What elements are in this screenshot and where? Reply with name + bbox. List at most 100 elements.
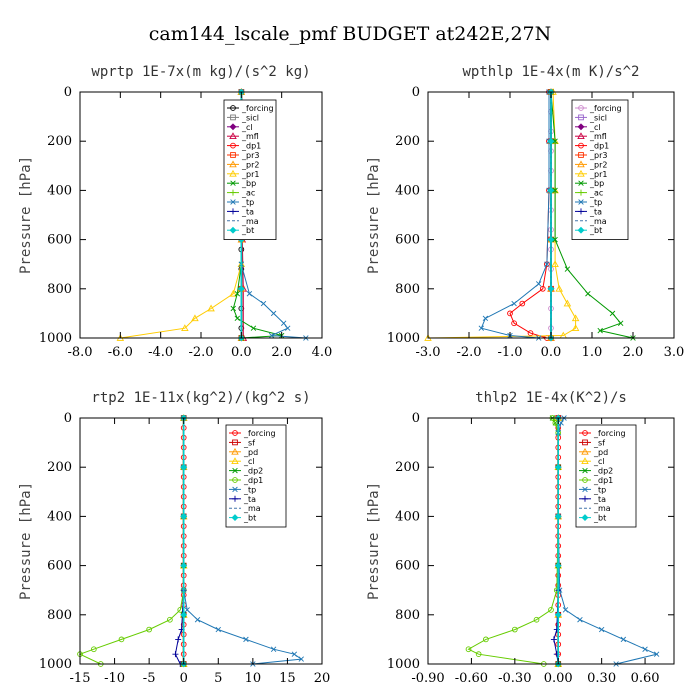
series-line <box>427 91 577 339</box>
legend-3-marker-0 <box>231 457 239 465</box>
legend-label: _ac <box>589 189 603 198</box>
legend-label: _bp <box>241 179 256 188</box>
legend-label: _pr1 <box>241 170 259 179</box>
series-7-marker-5 <box>563 299 572 307</box>
series-6-marker-9 <box>642 646 648 652</box>
legend-label: _ma <box>243 504 261 513</box>
legend-10-marker-0 <box>578 199 584 205</box>
legend-label: _ma <box>241 217 259 226</box>
series-13-marker-3 <box>547 236 555 244</box>
series-4-marker-5 <box>519 300 526 307</box>
series-8-marker-4 <box>564 266 571 272</box>
legend-label: _pr3 <box>589 151 607 160</box>
legend-label: _bt <box>241 226 254 235</box>
series-5-marker-6 <box>146 626 152 633</box>
y-tick-label: 600 <box>47 233 72 248</box>
series-13-marker-4 <box>547 285 555 293</box>
legend-9-marker-0 <box>581 514 589 522</box>
legend-label: _cl <box>241 123 253 132</box>
series-9-marker-1 <box>180 463 188 471</box>
legend-9-marker-0 <box>230 189 236 196</box>
series-9-marker-2 <box>554 512 562 520</box>
series-7-marker-3 <box>551 260 559 268</box>
legend-label: _ac <box>241 189 255 198</box>
series-line <box>480 92 550 339</box>
legend-5-marker-0 <box>230 152 236 158</box>
chart-panel-3: rtp2 1E-11x(kg^2)/(kg^2 s) Pressure [hPa]… <box>18 390 330 686</box>
legend-label: _tp <box>593 485 606 494</box>
series-4-marker-8 <box>527 330 534 336</box>
y-tick-label: 0 <box>64 85 72 100</box>
y-tick-label: 1000 <box>39 657 72 672</box>
series-5-marker-10 <box>475 651 482 658</box>
y-tick-label: 600 <box>395 559 420 574</box>
series-8-marker-6 <box>234 315 241 322</box>
legend-label: _dp2 <box>593 467 613 476</box>
y-tick-label: 400 <box>395 183 420 198</box>
legend: _forcing_sicl_cl_mfl_dp1_pr3_pr2_pr1_bp_… <box>571 99 629 241</box>
legend-1-marker-0 <box>578 114 584 121</box>
legend: _forcing_sf_pd_cl_dp2_dp1_tp_ta_ma_bt <box>225 424 287 528</box>
legend-label: _pr2 <box>589 160 607 169</box>
x-tick-label: 20 <box>314 671 331 686</box>
legend-2-marker-0 <box>577 123 585 131</box>
legend-6-marker-0 <box>229 160 237 168</box>
legend-7-marker-0 <box>232 495 238 502</box>
legend-label: _bt <box>243 514 256 523</box>
series-6-marker-1 <box>558 420 564 426</box>
y-tick-label: 800 <box>395 282 420 297</box>
y-tick-label: 400 <box>395 509 420 524</box>
legend-label: _pr1 <box>589 170 607 179</box>
legend-label: _pr2 <box>241 160 259 169</box>
legend-label: _pr3 <box>241 151 259 160</box>
series-6-marker-8 <box>620 636 627 643</box>
legend-9-marker-0 <box>231 514 239 522</box>
series-8-marker-6 <box>609 310 616 317</box>
series-5-marker-7 <box>118 636 125 643</box>
y-tick-label: 400 <box>47 183 72 198</box>
series-6-marker-5 <box>562 607 569 613</box>
legend-7-marker-0 <box>229 169 237 177</box>
legend-label: _ta <box>593 495 606 504</box>
y-tick-label: 200 <box>47 134 72 149</box>
legend-2-marker-0 <box>229 123 237 131</box>
y-tick-label: 0 <box>412 85 420 100</box>
legend-label: _ma <box>593 504 611 513</box>
legend-label: _bp <box>589 179 604 188</box>
series-8-marker-5 <box>585 291 591 297</box>
y-tick-label: 200 <box>395 134 420 149</box>
series-8-marker-7 <box>617 320 624 326</box>
series-6-marker-4 <box>184 607 190 613</box>
x-tick-label: 1.0 <box>582 345 603 360</box>
series-10-marker-6 <box>270 310 277 317</box>
series-7-marker-6 <box>172 651 179 658</box>
legend-label: _dp2 <box>243 467 263 476</box>
y-tick-label: 600 <box>395 233 420 248</box>
y-axis-label: Pressure [hPa] <box>18 482 34 600</box>
legend-13-marker-0 <box>229 226 237 234</box>
legend-label: _sicl <box>589 113 607 122</box>
legend-label: _pd <box>593 448 608 457</box>
y-tick-label: 400 <box>47 509 72 524</box>
panel-title: wprtp 1E-7x(m kg)/(s^2 kg) <box>91 64 310 80</box>
legend: _forcing_sicl_cl_mfl_dp1_pr3_pr2_pr1_bp_… <box>223 99 277 241</box>
legend-3-marker-0 <box>581 457 589 465</box>
y-tick-label: 200 <box>47 460 72 475</box>
legend: _forcing_sf_pd_cl_dp2_dp1_tp_ta_ma_bt <box>575 424 637 528</box>
series-ta <box>172 415 187 667</box>
legend-3-marker-0 <box>229 132 237 140</box>
legend-13-marker-0 <box>577 226 585 234</box>
series-line <box>550 91 634 339</box>
series-tp <box>478 89 552 341</box>
y-axis-label: Pressure [hPa] <box>366 482 382 600</box>
y-axis-label: Pressure [hPa] <box>366 156 382 274</box>
legend-5-marker-0 <box>582 477 588 483</box>
series-7-marker-5 <box>175 636 182 643</box>
x-tick-label: -0.90 <box>411 671 444 686</box>
legend-0-marker-0 <box>230 105 236 111</box>
legend-label: _forcing <box>589 104 622 113</box>
legend-2-marker-0 <box>581 447 589 455</box>
y-tick-label: 1000 <box>387 331 420 346</box>
series-9-marker-4 <box>554 611 562 619</box>
series-7-marker-5 <box>207 304 215 312</box>
